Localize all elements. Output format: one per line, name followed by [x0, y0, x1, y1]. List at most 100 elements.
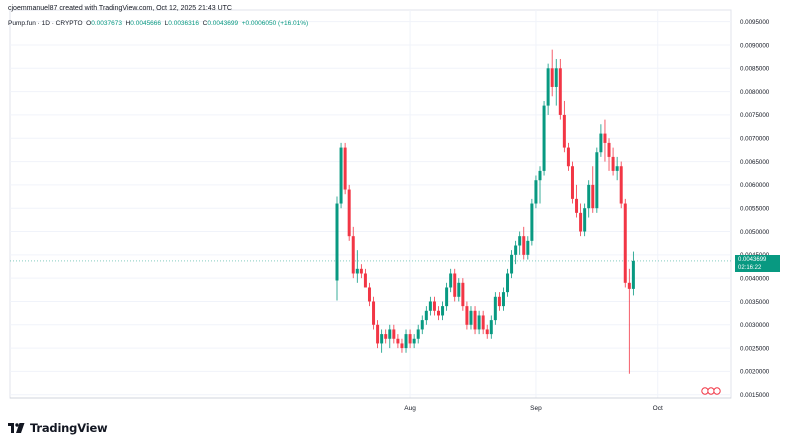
y-tick-label: 0.0015000 [740, 392, 770, 399]
candle-body[interactable] [347, 189, 351, 237]
y-tick-label: 0.0075000 [740, 112, 770, 119]
candle-body[interactable] [420, 320, 424, 330]
candle-body[interactable] [579, 212, 583, 232]
x-tick-label: Sep [530, 405, 542, 412]
event-marker-icon[interactable] [713, 387, 721, 395]
candle-body[interactable] [534, 180, 538, 204]
candle-body[interactable] [355, 268, 359, 274]
candle-body[interactable] [595, 152, 599, 209]
author-credit: cjoemmanuel87 created with TradingView.c… [8, 5, 232, 12]
candle-body[interactable] [408, 334, 412, 344]
candle-body[interactable] [546, 68, 550, 106]
symbol-label[interactable]: Pump.fun · 1D · CRYPTO [8, 20, 83, 27]
y-tick-label: 0.0020000 [740, 369, 770, 376]
candle-body[interactable] [384, 334, 388, 339]
candle-body[interactable] [367, 287, 371, 302]
candle-body[interactable] [461, 282, 465, 307]
candle-body[interactable] [457, 282, 461, 297]
candle-body[interactable] [432, 301, 436, 311]
candle-body[interactable] [558, 68, 562, 115]
candle-body[interactable] [416, 329, 420, 339]
candle-body[interactable] [493, 296, 497, 321]
candle-body[interactable] [518, 236, 522, 246]
candle-body[interactable] [363, 273, 367, 288]
y-tick-label: 0.0050000 [740, 229, 770, 236]
candle-body[interactable] [445, 287, 449, 307]
candle-body[interactable] [388, 329, 392, 339]
event-marker-icon[interactable] [707, 387, 715, 395]
candle-body[interactable] [566, 147, 570, 167]
low-value: 0.0036316 [168, 20, 200, 27]
event-markers-icon[interactable] [701, 387, 721, 395]
candle-body[interactable] [607, 142, 611, 157]
tradingview-logo-text: TradingView [30, 421, 108, 435]
candle-body[interactable] [437, 310, 440, 316]
candle-body[interactable] [575, 198, 579, 213]
open-value: 0.0037673 [91, 20, 122, 27]
candle-body[interactable] [506, 273, 510, 293]
candle-body[interactable] [489, 320, 493, 335]
candle-body[interactable] [376, 324, 380, 344]
candle-body[interactable] [510, 254, 514, 274]
candle-body[interactable] [335, 203, 339, 281]
candle-body[interactable] [396, 338, 400, 344]
candle-body[interactable] [591, 184, 595, 209]
candle-body[interactable] [339, 147, 343, 204]
candle-body[interactable] [514, 245, 518, 255]
y-tick-label: 0.0070000 [740, 136, 770, 143]
candle-body[interactable] [424, 310, 428, 321]
candle-body[interactable] [603, 133, 607, 143]
candle-body[interactable] [477, 315, 481, 330]
low-label: L [164, 20, 169, 27]
candle-body[interactable] [530, 203, 534, 241]
candle-body[interactable] [453, 273, 457, 297]
plot-area[interactable] [9, 9, 732, 399]
candle-body[interactable] [542, 105, 546, 171]
candle-body[interactable] [343, 147, 347, 190]
candle-body[interactable] [380, 334, 384, 344]
candle-body[interactable] [538, 170, 542, 181]
candle-body[interactable] [611, 156, 615, 171]
candle-body[interactable] [631, 260, 635, 289]
candle-body[interactable] [627, 282, 631, 289]
candle-body[interactable] [587, 184, 591, 209]
y-tick-label: 0.0060000 [740, 182, 770, 189]
candle-body[interactable] [554, 68, 558, 87]
candle-body[interactable] [485, 329, 489, 335]
candle-countdown: 02:16:22 [738, 265, 762, 271]
tradingview-logo[interactable]: TradingView [8, 421, 108, 435]
candle-body[interactable] [526, 240, 530, 255]
candle-body[interactable] [404, 334, 408, 349]
y-tick-label: 0.0065000 [740, 159, 770, 166]
candle-body[interactable] [473, 310, 477, 330]
event-marker-icon[interactable] [701, 387, 709, 395]
open-label: O [86, 20, 92, 27]
candle-body[interactable] [400, 343, 404, 349]
candle-body[interactable] [570, 166, 574, 199]
candle-body[interactable] [501, 292, 505, 307]
y-tick-label: 0.0085000 [740, 66, 770, 73]
candle-body[interactable] [441, 306, 445, 316]
candle-body[interactable] [372, 301, 376, 325]
candle-body[interactable] [583, 208, 587, 232]
y-tick-label: 0.0080000 [740, 89, 770, 96]
candle-body[interactable] [351, 236, 355, 274]
candle-body[interactable] [615, 166, 619, 171]
candle-body[interactable] [392, 329, 396, 339]
candle-body[interactable] [550, 68, 554, 87]
candle-body[interactable] [497, 296, 501, 307]
candle-body[interactable] [469, 310, 473, 325]
candle-body[interactable] [522, 236, 526, 255]
y-tick-label: 0.0025000 [740, 345, 770, 352]
candle-body[interactable] [619, 166, 623, 204]
candle-body[interactable] [412, 338, 416, 344]
candle-body[interactable] [623, 203, 627, 283]
candle-body[interactable] [465, 306, 469, 325]
candle-body[interactable] [599, 133, 603, 153]
candle-body[interactable] [449, 273, 453, 288]
candle-body[interactable] [359, 268, 363, 274]
candle-body[interactable] [562, 114, 566, 148]
candle-body[interactable] [428, 301, 432, 311]
candle-body[interactable] [481, 315, 485, 330]
